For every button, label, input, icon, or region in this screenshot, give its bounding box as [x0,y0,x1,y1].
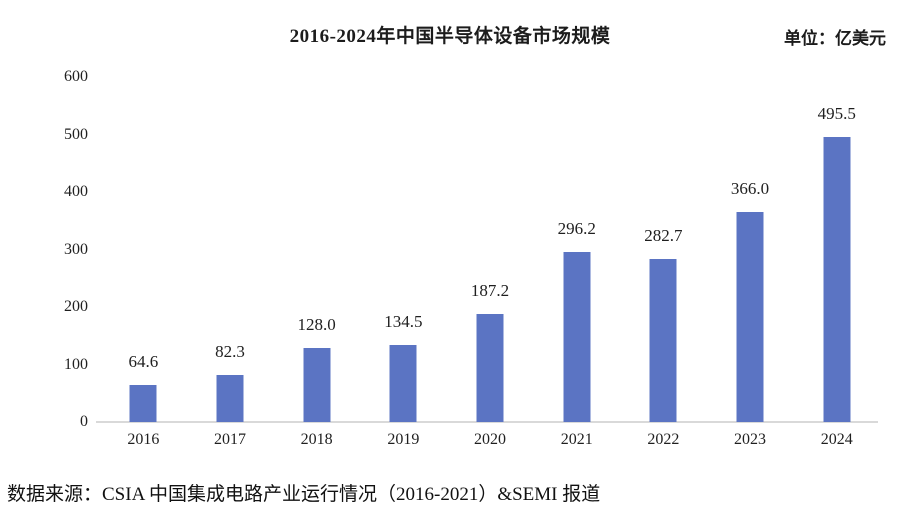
bar-value-label: 64.6 [128,351,159,371]
y-tick-label: 200 [64,298,88,315]
bar [736,211,764,422]
x-category-label: 2022 [647,431,680,448]
bar [649,259,677,422]
bar [129,384,157,422]
bar-column: 128.0 [273,77,360,422]
x-category-label: 2017 [214,431,246,448]
bar [563,251,591,422]
x-axis-line [96,421,878,423]
bar-value-label: 134.5 [384,311,423,331]
bar-value-label: 82.3 [215,341,245,361]
y-tick-label: 500 [64,125,88,143]
bar-column: 134.5 [360,77,447,422]
y-tick-label: 400 [64,183,88,200]
bar-value-label: 128.0 [297,315,336,335]
bar-value-label: 282.7 [644,226,683,246]
bar [823,137,851,422]
bar-column: 495.5 [793,77,880,422]
y-tick-label: 300 [64,240,88,258]
bar-value-label: 187.2 [470,281,510,301]
bar-column: 187.2 [447,77,534,422]
x-category-label: 2018 [300,431,333,448]
x-category-label: 2019 [387,431,420,448]
x-axis-category-labels: 2016 2017 2018 2019 2020 2021 2022 2023 2024 [100,431,880,449]
x-category-label: 2016 [127,431,160,448]
bar-value-label: 366.0 [730,178,770,198]
bar [476,314,504,422]
chart-title: 2016-2024年中国半导体设备市场规模 [289,26,611,47]
bar-column: 282.7 [620,77,707,422]
x-category-label: 2024 [820,431,853,448]
bar [303,348,331,422]
unit-label: 单位：亿美元 [784,24,886,49]
x-category-label: 2021 [560,431,593,448]
x-category-label: 2023 [734,431,767,448]
bar-column: 366.0 [707,77,794,422]
bar-series: 64.6 82.3 128.0 134.5 187.2 296.2 282.7 366.0 49… [100,77,880,422]
bar [389,344,417,422]
bar-column: 296.2 [533,77,620,422]
bar-value-label: 296.2 [557,218,596,238]
y-tick-label: 0 [80,413,88,430]
y-tick-label: 100 [64,355,88,373]
y-tick-label: 600 [64,68,88,85]
data-source-note: 数据来源：CSIA 中国集成电路产业运行情况（2016-2021）&SEMI 报… [7,484,601,505]
bar-column: 82.3 [187,77,274,422]
bar-column: 64.6 [100,77,187,422]
bar [216,374,244,422]
x-category-label: 2020 [474,431,507,448]
bar-value-label: 495.5 [817,104,856,124]
